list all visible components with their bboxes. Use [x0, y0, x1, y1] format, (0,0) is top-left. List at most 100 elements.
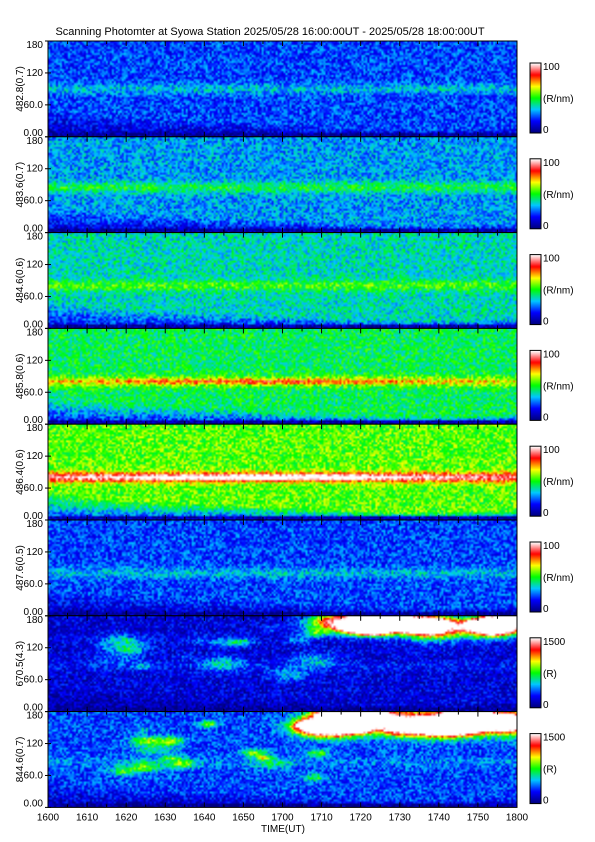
colorbar-unit: (R)	[543, 765, 557, 776]
colorbar-max-label: 100	[543, 349, 560, 360]
x-tick-label: 1610	[76, 812, 99, 823]
y-axis-label: 670.5(4.3)	[15, 641, 26, 687]
colorbar-min-label: 0	[543, 125, 549, 136]
y-tick-label: 120	[26, 739, 43, 750]
y-tick-label: 60.0	[24, 291, 44, 302]
heatmap-image	[48, 424, 517, 520]
panel-8: 0.00 60.0 120 180 844.6(0.7) 1500 (R) 0	[15, 711, 566, 810]
heatmap-image	[48, 136, 517, 233]
x-axis: 1600 1610 1620 1630 1640 1650 1700 1710 1720 1730…	[37, 812, 529, 823]
y-axis-label: 486.4(0.6)	[15, 449, 26, 495]
colorbar	[530, 350, 541, 421]
colorbar-unit: (R/nm)	[543, 381, 574, 392]
colorbar	[530, 637, 541, 708]
colorbar	[530, 733, 541, 804]
y-tick-label: 0.00	[24, 511, 44, 522]
panels-group: 0.00 60.0 120 180 482.8(0.7) 100 (R/nm) 0 0.00 60…	[15, 40, 574, 809]
y-tick-label: 180	[26, 423, 43, 434]
y-tick-label: 0.00	[24, 607, 44, 618]
colorbar-max-label: 1500	[543, 637, 566, 648]
x-tick-label: 1730	[389, 812, 412, 823]
y-tick-label: 0.00	[24, 415, 44, 426]
panel-3: 0.00 60.0 120 180 484.6(0.6) 100 (R/nm) 0	[15, 232, 574, 331]
colorbar	[530, 158, 541, 229]
y-tick-label: 60.0	[24, 387, 44, 398]
panel-6: 0.00 60.0 120 180 487.6(0.5) 100 (R/nm) 0	[15, 519, 574, 618]
colorbar-unit: (R/nm)	[543, 573, 574, 584]
y-tick-label: 180	[26, 519, 43, 530]
x-tick-label: 1750	[467, 812, 490, 823]
colorbar-unit: (R/nm)	[543, 477, 574, 488]
x-tick-label: 1710	[310, 812, 333, 823]
y-tick-label: 60.0	[24, 196, 44, 207]
y-tick-label: 60.0	[24, 579, 44, 590]
y-tick-label: 120	[26, 451, 43, 462]
y-tick-label: 60.0	[24, 675, 44, 686]
panel-2: 0.00 60.0 120 180 483.6(0.7) 100 (R/nm) 0	[15, 136, 574, 235]
colorbar-min-label: 0	[543, 700, 549, 711]
y-tick-label: 0.00	[24, 319, 44, 330]
colorbar	[530, 63, 541, 133]
y-tick-label: 180	[26, 40, 43, 51]
x-tick-label: 1740	[428, 812, 451, 823]
colorbar-max-label: 100	[543, 158, 560, 169]
y-tick-label: 180	[26, 615, 43, 626]
y-tick-label: 0.00	[24, 128, 44, 139]
colorbar-max-label: 100	[543, 541, 560, 552]
x-tick-label: 1630	[154, 812, 177, 823]
colorbar-min-label: 0	[543, 412, 549, 423]
y-tick-label: 180	[26, 327, 43, 338]
y-tick-label: 0.00	[24, 224, 44, 235]
colorbar-unit: (R/nm)	[543, 286, 574, 297]
x-tick-label: 1640	[193, 812, 216, 823]
panel-1: 0.00 60.0 120 180 482.8(0.7) 100 (R/nm) 0	[15, 40, 574, 139]
y-tick-label: 120	[26, 643, 43, 654]
y-tick-label: 120	[26, 164, 43, 175]
y-tick-label: 180	[26, 136, 43, 147]
colorbar-unit: (R/nm)	[543, 190, 574, 201]
colorbar-min-label: 0	[543, 796, 549, 807]
colorbar-max-label: 100	[543, 445, 560, 456]
y-tick-label: 0.00	[24, 703, 44, 714]
colorbar-min-label: 0	[543, 604, 549, 615]
colorbar-frame	[529, 349, 542, 421]
colorbar-frame	[529, 158, 542, 230]
colorbar-max-label: 100	[543, 254, 560, 265]
colorbar-frame	[529, 445, 542, 517]
y-tick-label: 60.0	[24, 770, 44, 781]
colorbar	[530, 254, 541, 325]
y-tick-label: 120	[26, 68, 43, 79]
colorbar-frame	[529, 541, 542, 613]
heatmap-image	[48, 232, 517, 329]
colorbar-frame	[529, 637, 542, 709]
heatmap-image	[48, 711, 517, 808]
y-axis-label: 844.6(0.7)	[15, 737, 26, 783]
y-tick-label: 60.0	[24, 483, 44, 494]
colorbar-min-label: 0	[543, 508, 549, 519]
y-axis-label: 484.6(0.6)	[15, 258, 26, 304]
y-axis-label: 487.6(0.5)	[15, 545, 26, 591]
x-axis-label: TIME(UT)	[261, 824, 305, 835]
colorbar-min-label: 0	[543, 317, 549, 328]
colorbar-max-label: 1500	[543, 733, 566, 744]
y-axis-label: 482.8(0.7)	[15, 66, 26, 112]
y-tick-label: 180	[26, 232, 43, 243]
colorbar-frame	[529, 254, 542, 326]
x-tick-label: 1650	[232, 812, 255, 823]
panel-4: 0.00 60.0 120 180 485.8(0.6) 100 (R/nm) 0	[15, 327, 574, 426]
x-tick-label: 1700	[271, 812, 294, 823]
y-tick-label: 120	[26, 355, 43, 366]
y-axis-label: 485.8(0.6)	[15, 354, 26, 400]
panel-7: 0.00 60.0 120 180 670.5(4.3) 1500 (R) 0	[15, 615, 566, 714]
x-tick-label: 1800	[506, 812, 529, 823]
y-tick-label: 120	[26, 260, 43, 271]
colorbar-frame	[529, 62, 542, 134]
y-axis-label: 483.6(0.7)	[15, 162, 26, 208]
colorbar-unit: (R/nm)	[543, 94, 574, 105]
heatmap-image	[48, 520, 517, 616]
y-tick-label: 180	[26, 711, 43, 722]
colorbar	[530, 446, 541, 517]
chart-title: Scanning Photomter at Syowa Station 2025…	[55, 26, 484, 38]
colorbar	[530, 542, 541, 612]
